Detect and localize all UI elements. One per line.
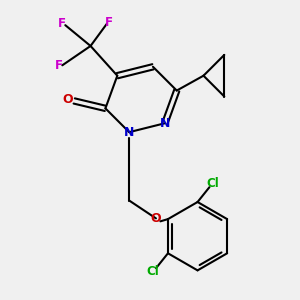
Text: N: N [160,117,170,130]
Text: Cl: Cl [146,265,159,278]
Text: N: N [124,126,134,139]
Text: F: F [104,16,112,29]
Text: F: F [58,17,66,30]
Text: Cl: Cl [207,177,219,190]
Text: F: F [55,59,63,72]
Text: O: O [151,212,161,225]
Text: O: O [62,93,73,106]
